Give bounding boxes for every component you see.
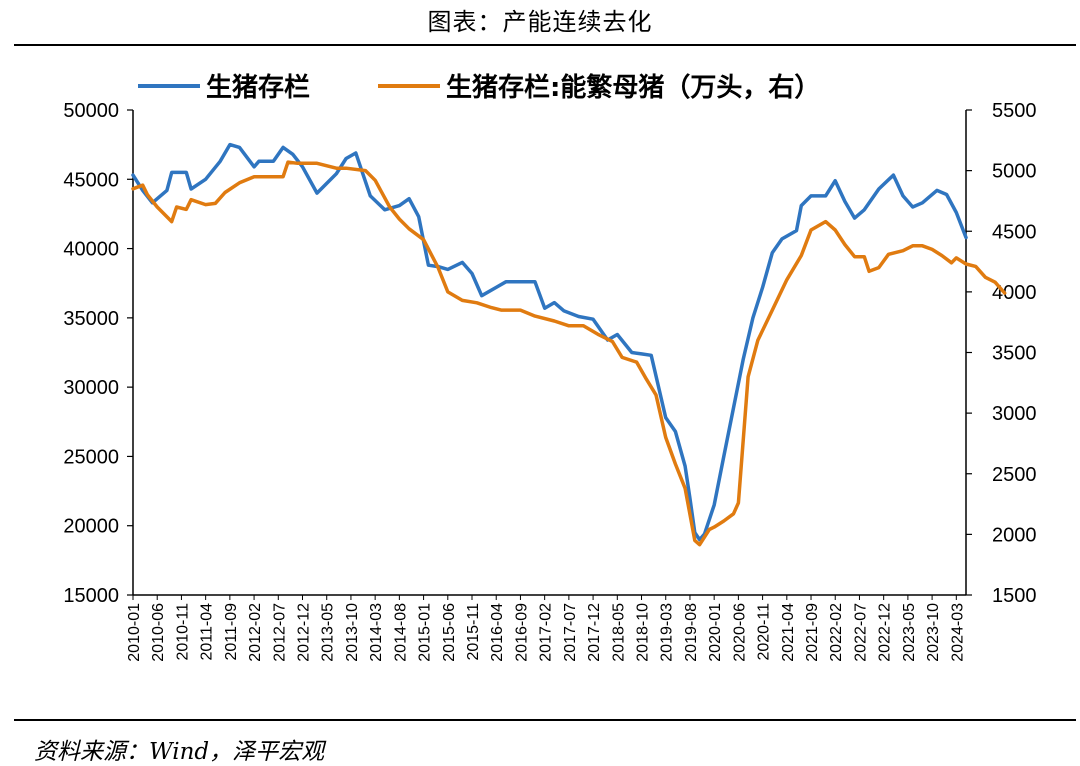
y-right-tick-label: 1500 [992, 585, 1037, 607]
x-tick-label: 2010-11 [174, 603, 191, 661]
y-right-tick-label: 5000 [992, 161, 1037, 183]
y-left-tick-label: 15000 [63, 585, 119, 607]
x-tick-label: 2012-07 [271, 603, 288, 662]
bottom-rule [14, 719, 1076, 721]
x-tick-label: 2021-04 [780, 603, 797, 662]
top-rule [14, 44, 1076, 46]
x-tick-label: 2010-06 [150, 603, 167, 662]
series-line-2 [131, 160, 1007, 547]
legend-label-2: 生猪存栏:能繁母猪（万头，右） [446, 72, 820, 103]
line-chart: 15000 20000 25000 30000 35000 40000 45000 50000… [63, 72, 1037, 662]
x-tick-label: 2011-04 [199, 603, 216, 661]
x-tick-label: 2020-11 [756, 603, 773, 661]
x-tick-label: 2015-06 [441, 603, 458, 662]
y-right-tick-label: 3000 [992, 403, 1037, 425]
y-left-tick-label: 20000 [63, 516, 119, 538]
x-tick-label: 2014-03 [368, 603, 385, 662]
x-tick-label: 2017-12 [586, 603, 603, 662]
x-tick-label: 2017-07 [562, 603, 579, 662]
y-left-tick-label: 40000 [63, 239, 119, 261]
legend-label-1: 生猪存栏 [206, 73, 310, 103]
x-tick-label: 2011-09 [223, 603, 240, 661]
x-tick-label: 2023-05 [901, 603, 918, 662]
x-tick-label: 2016-09 [513, 603, 530, 662]
x-tick-label: 2020-01 [707, 603, 724, 662]
y-axis-left: 15000 20000 25000 30000 35000 40000 45000 50000 [63, 100, 133, 607]
y-right-tick-label: 4500 [992, 221, 1037, 243]
series-line-1 [131, 142, 968, 542]
y-left-tick-label: 50000 [63, 100, 119, 122]
y-right-tick-label: 2000 [992, 524, 1037, 546]
x-tick-label: 2013-05 [320, 603, 337, 662]
y-right-tick-label: 5500 [992, 100, 1037, 122]
y-right-tick-label: 4000 [992, 282, 1037, 304]
x-tick-label: 2022-12 [877, 603, 894, 662]
x-tick-label: 2018-05 [610, 603, 627, 662]
x-tick-label: 2019-08 [683, 603, 700, 662]
plot-frame [132, 110, 967, 596]
x-tick-label: 2022-02 [828, 603, 845, 662]
x-tick-label: 2021-09 [804, 603, 821, 662]
x-tick-label: 2023-10 [925, 603, 942, 662]
x-tick-label: 2016-04 [489, 603, 506, 662]
x-tick-label: 2017-02 [538, 603, 555, 662]
x-tick-label: 2012-02 [247, 603, 264, 662]
y-axis-right: 1500 2000 2500 3000 3500 4000 4500 5000 5500 [966, 100, 1037, 607]
y-left-tick-label: 35000 [63, 308, 119, 330]
x-tick-label: 2018-10 [635, 603, 652, 662]
legend: 生猪存栏 生猪存栏:能繁母猪（万头，右） [138, 72, 820, 103]
source-note: 资料来源：Wind，泽平宏观 [34, 739, 325, 765]
x-tick-label: 2015-11 [465, 603, 482, 661]
x-tick-label: 2020-06 [731, 603, 748, 662]
x-tick-label: 2024-03 [949, 603, 966, 662]
x-tick-label: 2014-08 [392, 603, 409, 662]
x-tick-label: 2015-01 [417, 603, 434, 662]
x-tick-label: 2019-03 [659, 603, 676, 662]
y-left-tick-label: 25000 [63, 446, 119, 468]
series-lines [131, 142, 1007, 547]
x-tick-label: 2013-10 [344, 603, 361, 662]
y-right-tick-label: 2500 [992, 464, 1037, 486]
x-tick-label: 2010-01 [126, 603, 143, 662]
y-left-tick-label: 30000 [63, 377, 119, 399]
x-axis: 2010-01 2010-06 2010-11 2011-04 2011-09 2012-… [126, 595, 966, 662]
x-tick-label: 2022-07 [852, 603, 869, 662]
y-left-tick-label: 45000 [63, 169, 119, 191]
chart-title: 图表：产能连续去化 [427, 8, 653, 36]
y-right-tick-label: 3500 [992, 343, 1037, 365]
x-tick-label: 2012-12 [296, 603, 313, 662]
